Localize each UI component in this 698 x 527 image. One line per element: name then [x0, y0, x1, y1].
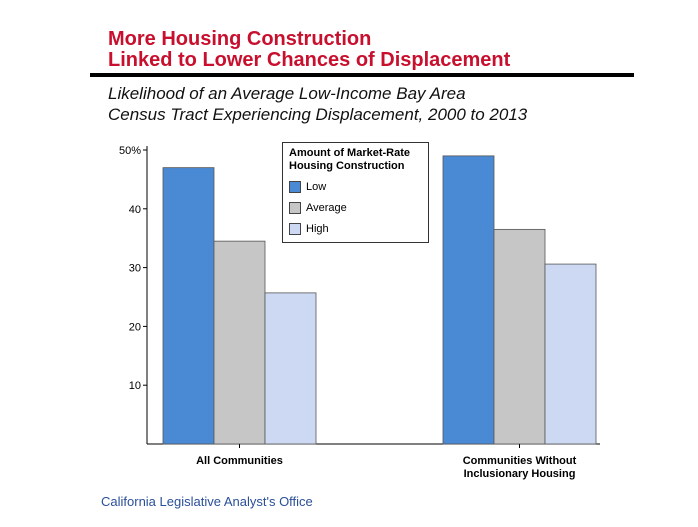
source-note: California Legislative Analyst's Office — [101, 494, 313, 509]
legend-swatch-high — [289, 222, 301, 235]
x-category-label: Inclusionary Housing — [464, 468, 576, 480]
bar-low-1 — [162, 167, 215, 445]
y-tick-label: 30 — [129, 263, 141, 275]
bar-low-2 — [442, 155, 495, 445]
chart-title: More Housing Construction Linked to Lowe… — [108, 29, 510, 71]
legend-swatch-low — [289, 180, 301, 193]
chart-subtitle: Likelihood of an Average Low-Income Bay … — [108, 83, 527, 125]
legend-label-low: Low — [306, 180, 327, 193]
legend-item-low: Low — [289, 176, 428, 197]
legend: Amount of Market-Rate Housing Constructi… — [282, 142, 429, 243]
legend-title-line-1: Amount of Market-Rate — [289, 147, 411, 159]
subtitle-line-1: Likelihood of an Average Low-Income Bay … — [108, 84, 466, 103]
bar-average-1 — [213, 240, 266, 445]
bar-high-1 — [264, 292, 317, 445]
legend-item-high: High — [289, 218, 428, 239]
x-category-label: All Communities — [196, 455, 283, 467]
legend-swatch-average — [289, 201, 301, 214]
bar-high-2 — [544, 263, 597, 445]
legend-item-average: Average — [289, 197, 428, 218]
y-tick-label: 20 — [129, 321, 141, 333]
title-rule — [90, 73, 634, 77]
legend-title: Amount of Market-Rate Housing Constructi… — [289, 147, 428, 173]
y-tick-label: 10 — [129, 380, 141, 392]
y-tick-label: 50% — [119, 145, 141, 157]
subtitle-line-2: Census Tract Experiencing Displacement, … — [108, 105, 528, 124]
bar-average-2 — [493, 228, 546, 445]
title-line-2: Linked to Lower Chances of Displacement — [108, 49, 511, 71]
y-tick-label: 40 — [129, 204, 141, 216]
legend-title-line-2: Housing Construction — [289, 160, 405, 172]
title-line-1: More Housing Construction — [108, 28, 372, 50]
legend-label-average: Average — [306, 201, 347, 214]
x-category-label: Communities Without — [463, 455, 577, 467]
legend-label-high: High — [306, 222, 329, 235]
